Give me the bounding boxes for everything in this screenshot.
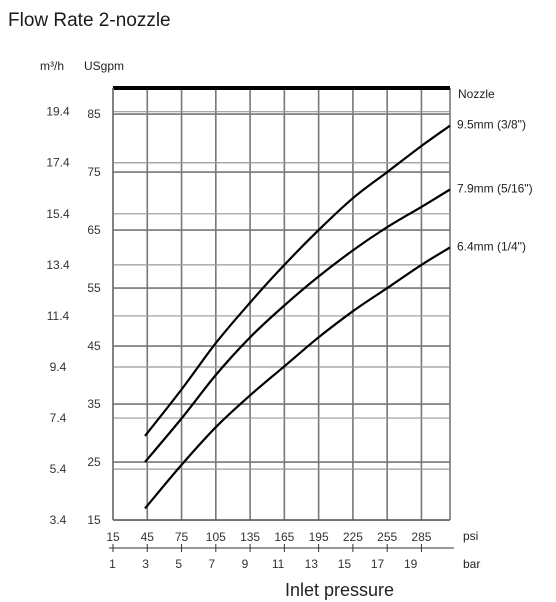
y-tick-m3h: 9.4 (50, 360, 67, 374)
x-tick-bar: 11 (272, 557, 285, 571)
y-tick-usgpm: 65 (87, 223, 101, 237)
legend-title: Nozzle (458, 87, 495, 101)
x-tick-bar: 3 (142, 557, 149, 571)
x-tick-psi: 75 (175, 530, 189, 544)
series-lines (144, 124, 451, 510)
y-tick-usgpm: 85 (87, 107, 101, 121)
x-tick-bar: 1 (109, 557, 116, 571)
y-tick-m3h: 15.4 (46, 207, 70, 221)
series-line-1 (144, 188, 451, 463)
x-tick-bar: 9 (242, 557, 249, 571)
x-tick-psi: 255 (377, 530, 397, 544)
x-unit-bar: bar (463, 557, 480, 571)
grid-lines (112, 86, 451, 521)
x-tick-bar: 15 (338, 557, 352, 571)
y-tick-usgpm: 15 (87, 513, 101, 527)
x-axis-title: Inlet pressure (285, 580, 394, 600)
x-tick-psi: 135 (240, 530, 260, 544)
x-unit-psi: psi (463, 529, 478, 543)
y-unit-m3h: m³/h (40, 59, 64, 73)
x-tick-psi: 105 (206, 530, 226, 544)
series-line-2 (144, 246, 451, 510)
x-tick-psi: 15 (106, 530, 120, 544)
x-tick-psi: 195 (309, 530, 329, 544)
series-line-0 (144, 124, 451, 437)
x-tick-bar: 19 (404, 557, 418, 571)
x-tick-psi: 225 (343, 530, 363, 544)
series-label-1: 7.9mm (5/16") (457, 181, 533, 195)
y-tick-usgpm: 55 (87, 281, 101, 295)
x-tick-bar: 7 (209, 557, 216, 571)
series-labels: 9.5mm (3/8") 7.9mm (5/16") 6.4mm (1/4") (457, 118, 533, 254)
x-tick-bar: 17 (371, 557, 385, 571)
x-tick-psi: 45 (141, 530, 155, 544)
y-tick-m3h: 7.4 (50, 411, 67, 425)
y-tick-usgpm: 45 (87, 339, 101, 353)
y-tick-m3h: 5.4 (50, 462, 67, 476)
y-tick-m3h: 19.4 (46, 105, 70, 119)
y-tick-usgpm: 35 (87, 397, 101, 411)
series-label-2: 6.4mm (1/4") (457, 239, 526, 253)
y-tick-m3h: 17.4 (46, 156, 70, 170)
y-tick-usgpm: 75 (87, 165, 101, 179)
y-tick-labels: 15 25 35 45 55 65 75 85 3.4 5.4 7.4 9.4 11.4 13.4 15.4… (46, 105, 101, 527)
y-unit-usgpm: USgpm (84, 59, 124, 73)
x-tick-bar: 13 (305, 557, 319, 571)
series-label-0: 9.5mm (3/8") (457, 118, 526, 132)
x-tick-psi: 285 (411, 530, 431, 544)
chart-title: Flow Rate 2-nozzle (8, 10, 171, 31)
x-tick-psi: 165 (274, 530, 294, 544)
y-tick-usgpm: 25 (87, 455, 101, 469)
y-tick-m3h: 3.4 (50, 513, 67, 527)
y-tick-m3h: 13.4 (46, 258, 70, 272)
y-tick-m3h: 11.4 (47, 309, 70, 323)
x-tick-bar: 5 (175, 557, 182, 571)
